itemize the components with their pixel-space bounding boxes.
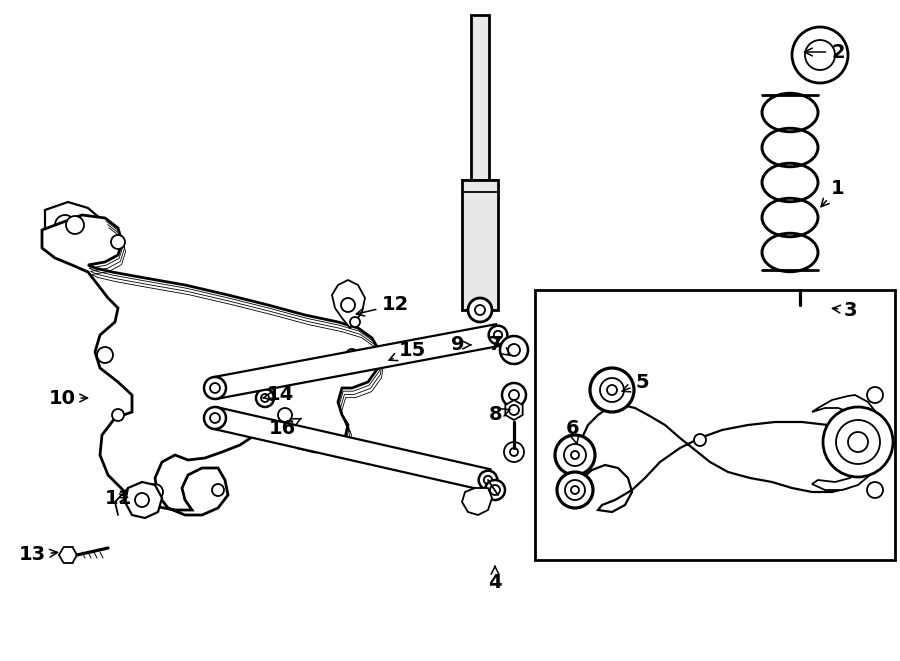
Text: 3: 3 [832, 301, 857, 319]
Circle shape [509, 405, 519, 415]
Circle shape [479, 471, 498, 489]
Text: 11: 11 [104, 488, 131, 508]
Text: 12: 12 [356, 295, 409, 316]
Circle shape [111, 235, 125, 249]
Circle shape [510, 448, 518, 456]
Polygon shape [778, 321, 822, 329]
Bar [462, 180, 498, 310]
Circle shape [490, 485, 500, 495]
Polygon shape [462, 488, 492, 515]
Circle shape [147, 484, 163, 500]
Circle shape [97, 347, 113, 363]
Circle shape [867, 387, 883, 403]
Circle shape [210, 383, 220, 393]
Text: 9: 9 [451, 336, 471, 354]
Polygon shape [212, 407, 490, 490]
Text: 4: 4 [488, 566, 502, 592]
Circle shape [805, 40, 835, 70]
Polygon shape [45, 202, 105, 252]
Circle shape [571, 451, 579, 459]
Text: 16: 16 [268, 418, 302, 438]
Circle shape [694, 434, 706, 446]
Circle shape [836, 420, 880, 464]
Polygon shape [776, 329, 824, 337]
Circle shape [204, 407, 226, 429]
Circle shape [565, 480, 585, 500]
Circle shape [341, 298, 355, 312]
Circle shape [792, 27, 848, 83]
Circle shape [571, 486, 579, 494]
Circle shape [867, 482, 883, 498]
Circle shape [848, 432, 868, 452]
Bar [535, 290, 895, 560]
Polygon shape [505, 400, 523, 420]
Polygon shape [580, 405, 870, 512]
Circle shape [475, 305, 485, 315]
Text: 15: 15 [389, 340, 426, 360]
Circle shape [346, 349, 358, 361]
Text: 5: 5 [622, 373, 649, 393]
Circle shape [600, 378, 624, 402]
Polygon shape [782, 345, 818, 353]
Text: 2: 2 [805, 42, 845, 61]
Text: 8: 8 [490, 405, 509, 424]
Circle shape [509, 390, 519, 400]
Circle shape [489, 326, 508, 344]
Circle shape [66, 216, 84, 234]
Circle shape [607, 385, 617, 395]
Circle shape [557, 472, 593, 508]
Polygon shape [42, 215, 380, 515]
Polygon shape [782, 305, 818, 313]
Circle shape [256, 389, 274, 407]
Circle shape [590, 368, 634, 412]
Bar [471, 15, 489, 180]
Circle shape [204, 377, 226, 399]
Circle shape [210, 413, 220, 423]
Polygon shape [812, 395, 882, 490]
Circle shape [112, 409, 124, 421]
Circle shape [135, 493, 149, 507]
Circle shape [564, 444, 586, 466]
Polygon shape [778, 337, 822, 345]
Polygon shape [780, 313, 820, 321]
Circle shape [55, 215, 75, 235]
Circle shape [485, 480, 505, 500]
Circle shape [494, 330, 502, 339]
Text: 13: 13 [18, 545, 58, 564]
Circle shape [500, 336, 528, 364]
Text: 14: 14 [263, 385, 293, 405]
Circle shape [502, 383, 526, 407]
Circle shape [261, 394, 269, 402]
Text: 1: 1 [821, 178, 845, 207]
Polygon shape [332, 280, 365, 328]
Circle shape [468, 298, 492, 322]
Circle shape [555, 435, 595, 475]
Text: 6: 6 [566, 418, 580, 444]
Circle shape [504, 442, 524, 462]
Circle shape [212, 484, 224, 496]
Circle shape [278, 408, 292, 422]
Circle shape [508, 344, 520, 356]
Polygon shape [213, 324, 500, 399]
Text: 10: 10 [49, 389, 87, 407]
Polygon shape [125, 482, 162, 518]
Circle shape [350, 317, 360, 327]
Text: 7: 7 [490, 336, 510, 356]
Circle shape [484, 476, 492, 484]
Circle shape [823, 407, 893, 477]
